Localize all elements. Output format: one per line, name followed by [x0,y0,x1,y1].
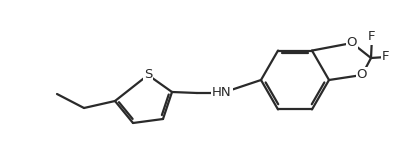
Text: O: O [346,36,356,50]
Text: HN: HN [212,86,231,99]
Text: O: O [356,68,367,82]
Text: F: F [381,50,389,64]
Text: S: S [144,68,152,82]
Text: F: F [367,31,375,44]
